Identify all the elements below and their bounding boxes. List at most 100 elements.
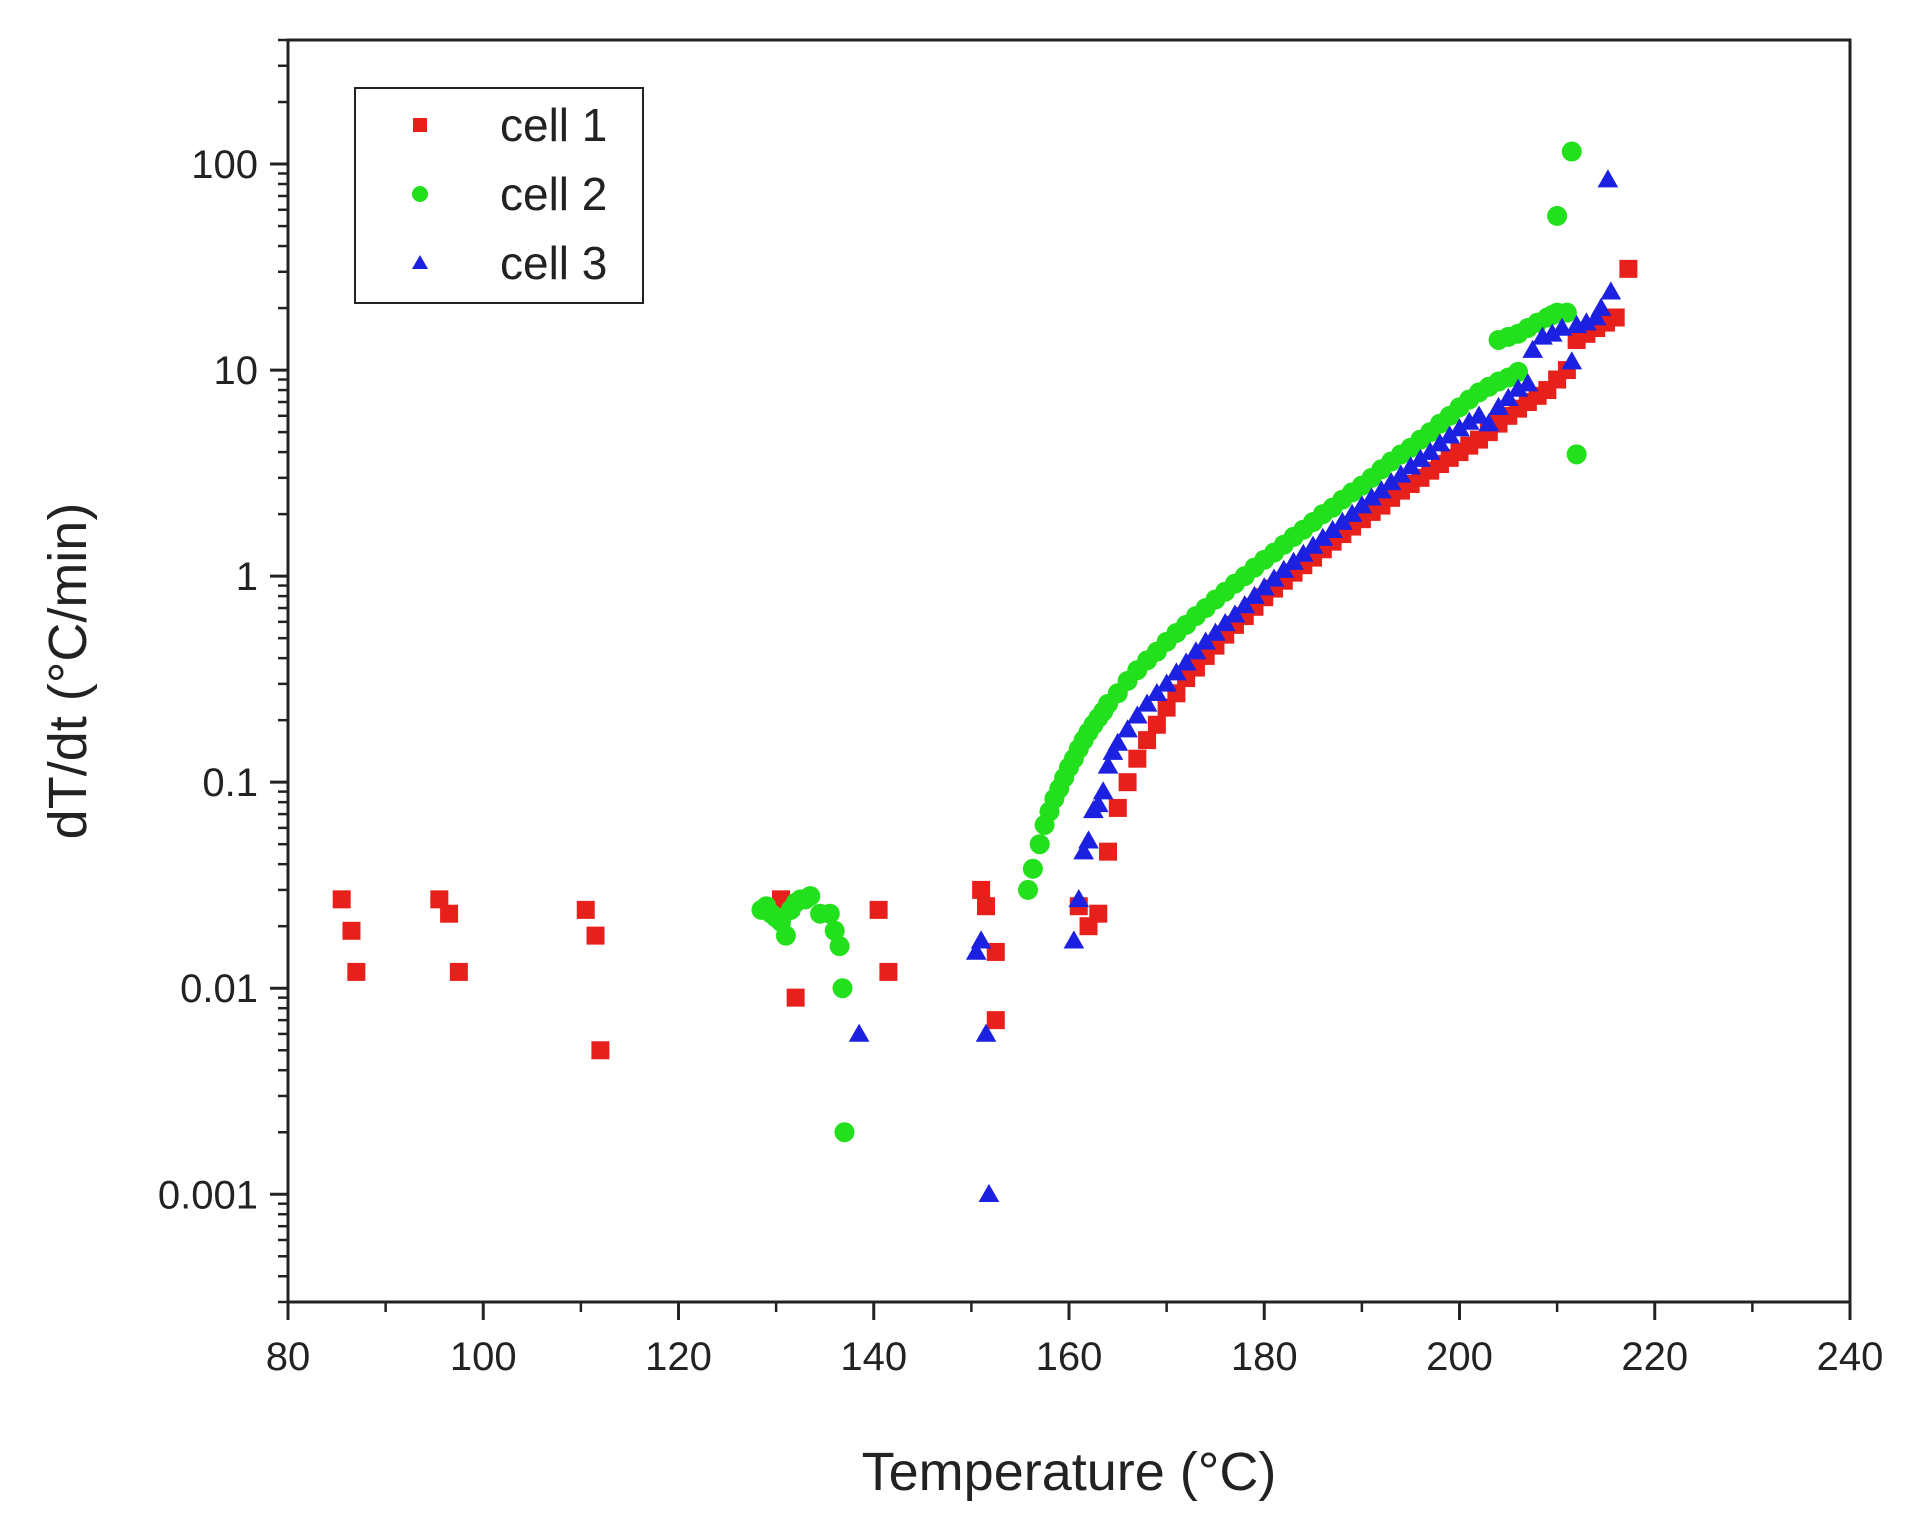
y-tick-label: 0.1 xyxy=(202,761,258,805)
data-point-cell-3 xyxy=(1361,487,1382,506)
data-point-cell-2 xyxy=(1566,444,1587,465)
data-point-cell-3 xyxy=(1522,339,1544,358)
data-point-cell-3 xyxy=(1468,405,1490,424)
legend-marker-cell-2 xyxy=(412,186,428,202)
data-point-cell-1 xyxy=(972,880,991,899)
data-point-cell-3 xyxy=(848,1023,870,1042)
data-point-cell-3 xyxy=(1541,323,1563,342)
data-point-cell-3 xyxy=(1351,495,1373,514)
data-point-cell-3 xyxy=(1380,472,1402,491)
data-point-cell-1 xyxy=(586,926,605,945)
data-point-cell-2 xyxy=(1508,361,1529,382)
data-point-cell-3 xyxy=(1507,378,1529,397)
data-point-cell-3 xyxy=(1092,781,1114,800)
x-tick-label: 200 xyxy=(1426,1335,1493,1379)
legend-box xyxy=(354,87,644,304)
data-marks xyxy=(332,141,1638,1203)
data-point-cell-2 xyxy=(1561,141,1582,162)
data-point-cell-3 xyxy=(1107,732,1129,751)
data-point-cell-1 xyxy=(1108,798,1127,817)
x-tick-label: 100 xyxy=(450,1335,517,1379)
data-point-cell-2 xyxy=(775,925,796,946)
x-tick-label: 220 xyxy=(1621,1335,1688,1379)
series-cell-3 xyxy=(848,169,1622,1203)
data-point-cell-1 xyxy=(1606,308,1625,327)
data-point-cell-3 xyxy=(1078,830,1099,849)
data-point-cell-3 xyxy=(1597,169,1619,188)
x-tick-label: 180 xyxy=(1231,1335,1298,1379)
data-point-cell-1 xyxy=(1128,749,1147,768)
data-point-cell-3 xyxy=(1273,559,1295,578)
data-point-cell-1 xyxy=(879,962,898,981)
data-point-cell-1 xyxy=(977,897,996,916)
x-axis-title: Temperature (°C) xyxy=(862,1442,1277,1502)
data-point-cell-2 xyxy=(1547,205,1568,226)
data-point-cell-3 xyxy=(1332,511,1353,530)
data-point-cell-3 xyxy=(1517,373,1539,392)
data-point-cell-1 xyxy=(869,900,888,919)
data-point-cell-3 xyxy=(1087,794,1109,813)
legend: cell 1 cell 2 cell 3 xyxy=(354,87,644,304)
data-point-cell-1 xyxy=(1157,698,1176,717)
data-point-cell-3 xyxy=(1449,418,1470,437)
data-point-cell-3 xyxy=(1458,411,1480,430)
data-point-cell-3 xyxy=(1600,281,1622,300)
x-tick-label: 140 xyxy=(840,1335,907,1379)
data-point-cell-1 xyxy=(786,988,805,1007)
legend-marker-cell-3 xyxy=(411,254,429,270)
data-point-cell-3 xyxy=(1400,456,1422,475)
data-point-cell-3 xyxy=(970,930,992,949)
data-point-cell-1 xyxy=(1089,904,1108,923)
x-tick-label: 240 xyxy=(1817,1335,1884,1379)
legend-label: cell 1 xyxy=(500,99,607,151)
data-point-cell-3 xyxy=(1136,693,1158,712)
data-point-cell-2 xyxy=(1029,834,1050,855)
data-point-cell-1 xyxy=(1118,773,1137,792)
legend-label: cell 3 xyxy=(500,237,607,289)
data-point-cell-3 xyxy=(965,941,987,960)
data-point-cell-3 xyxy=(1292,543,1314,562)
data-point-cell-3 xyxy=(1561,351,1583,370)
series-cell-2 xyxy=(751,141,1587,1143)
data-point-cell-3 xyxy=(1585,307,1607,326)
x-tick-label: 160 xyxy=(1036,1335,1103,1379)
x-tick-label: 120 xyxy=(645,1335,712,1379)
data-point-cell-2 xyxy=(829,936,850,957)
data-point-cell-3 xyxy=(1302,535,1324,554)
data-point-cell-1 xyxy=(591,1041,610,1060)
y-axis-ticks: 0.001 0.01 0.1 1 10 100 xyxy=(158,38,288,1304)
data-point-cell-3 xyxy=(1126,705,1148,724)
data-point-cell-1 xyxy=(430,890,449,909)
data-point-cell-3 xyxy=(1497,387,1519,407)
data-point-cell-3 xyxy=(1234,595,1256,614)
data-point-cell-3 xyxy=(1156,673,1177,692)
data-point-cell-3 xyxy=(1551,317,1573,336)
data-point-cell-2 xyxy=(832,978,853,999)
data-point-cell-1 xyxy=(1147,715,1166,734)
y-tick-label: 0.01 xyxy=(180,967,258,1011)
data-point-cell-2 xyxy=(834,1122,855,1143)
data-point-cell-1 xyxy=(986,942,1005,961)
data-point-cell-3 xyxy=(1166,662,1187,681)
data-point-cell-1 xyxy=(347,962,366,981)
data-point-cell-1 xyxy=(449,962,468,981)
data-point-cell-3 xyxy=(1117,719,1138,738)
data-point-cell-2 xyxy=(1556,302,1577,323)
data-point-cell-1 xyxy=(1619,259,1638,278)
data-point-cell-3 xyxy=(1146,682,1168,702)
data-point-cell-1 xyxy=(342,921,361,940)
x-tick-label: 80 xyxy=(266,1335,311,1379)
data-point-cell-3 xyxy=(1439,425,1461,444)
x-axis-ticks: 80 100 120 140 160 180 200 220 240 xyxy=(266,1302,1884,1379)
data-point-cell-2 xyxy=(1022,858,1043,879)
data-point-cell-1 xyxy=(440,904,459,923)
y-tick-label: 100 xyxy=(191,143,258,187)
data-point-cell-3 xyxy=(1312,527,1334,546)
y-tick-label: 10 xyxy=(214,349,259,393)
y-axis-title: dT/dt (°C/min) xyxy=(38,503,98,840)
data-point-cell-2 xyxy=(1017,879,1038,900)
legend-label: cell 2 xyxy=(500,168,607,220)
data-point-cell-3 xyxy=(1478,413,1500,432)
data-point-cell-3 xyxy=(1063,930,1085,949)
